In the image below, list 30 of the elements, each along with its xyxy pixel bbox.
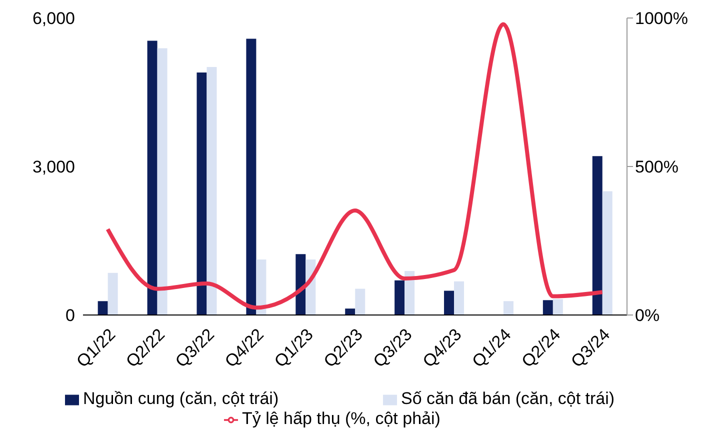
bar [355, 288, 366, 315]
bar [246, 38, 256, 315]
y-tick-label: 3,000 [32, 158, 75, 177]
bar [256, 260, 266, 315]
bar [196, 72, 207, 315]
bar [98, 301, 108, 315]
bar [503, 301, 514, 315]
bar [108, 272, 118, 315]
bar [345, 308, 356, 315]
legend-label: Tỷ lệ hấp thụ (%, cột phải) [242, 409, 442, 429]
y2-tick-label: 0% [635, 306, 660, 326]
line-series [106, 22, 604, 310]
bar [592, 156, 602, 315]
legend-label: Số căn đã bán (căn, cột trái) [401, 389, 616, 409]
bar [394, 280, 405, 315]
bar [444, 290, 454, 315]
bar [454, 281, 464, 315]
y-tick-label: 0 [66, 306, 75, 326]
bar [206, 67, 217, 315]
y2-tick-label: 1000% [635, 9, 688, 28]
bar [602, 191, 612, 315]
bar [157, 48, 168, 315]
bar [147, 40, 158, 315]
y-tick-label: 6,000 [32, 9, 75, 28]
bar [404, 270, 415, 315]
legend-label: Nguồn cung (căn, cột trái) [83, 389, 280, 409]
bar [552, 299, 563, 315]
bar [542, 300, 553, 315]
y2-tick-label: 500% [635, 158, 678, 177]
bar [296, 254, 306, 315]
